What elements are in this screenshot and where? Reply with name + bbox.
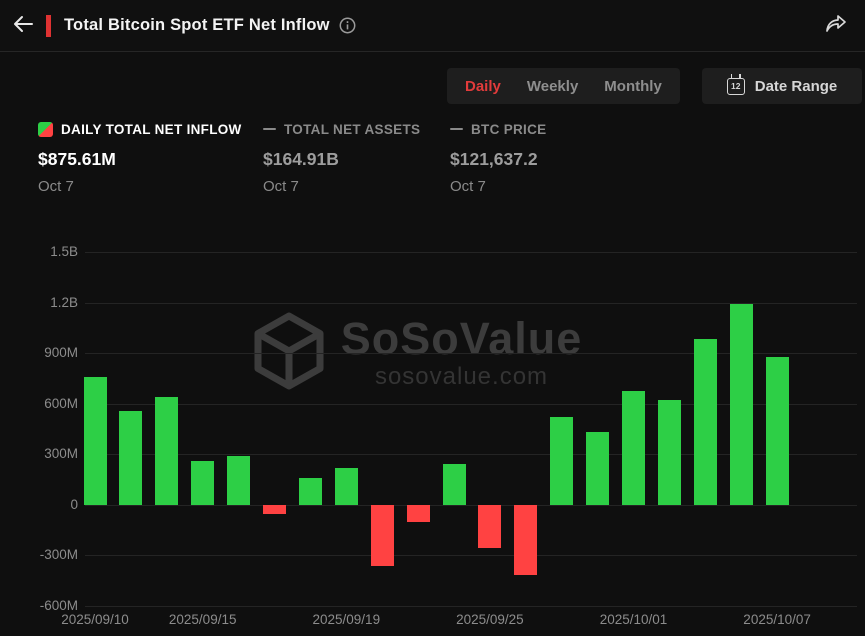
bar[interactable] <box>227 455 251 505</box>
controls-row: Daily Weekly Monthly 12 Date Range <box>0 68 865 104</box>
x-axis-label: 2025/10/07 <box>743 612 811 627</box>
legend-item-btc-price[interactable]: BTC PRICE $121,637.2 Oct 7 <box>450 121 546 195</box>
y-axis-label: 1.5B <box>50 244 78 259</box>
page-title: Total Bitcoin Spot ETF Net Inflow <box>64 16 330 34</box>
back-button[interactable] <box>0 0 46 52</box>
bar[interactable] <box>514 504 538 575</box>
x-axis-label: 2025/10/01 <box>599 612 668 627</box>
legend-label: BTC PRICE <box>471 121 547 137</box>
y-axis-label: -600M <box>39 598 78 613</box>
x-axis-label: 2025/09/19 <box>312 612 381 627</box>
bar[interactable] <box>191 461 215 505</box>
legend-value: $121,637.2 <box>450 149 538 169</box>
net-inflow-swatch-icon <box>38 121 53 137</box>
tab-monthly[interactable]: Monthly <box>591 68 675 104</box>
bar[interactable] <box>370 504 394 567</box>
legend-date: Oct 7 <box>263 178 299 195</box>
y-axis-label: 1.2B <box>50 294 78 310</box>
bar[interactable] <box>298 477 322 505</box>
y-axis-label: 300M <box>44 446 78 462</box>
legend-value: $875.61M <box>38 149 116 169</box>
title-accent-bar <box>46 14 51 37</box>
legend-label: DAILY TOTAL NET INFLOW <box>61 121 242 137</box>
bar[interactable] <box>119 411 143 505</box>
y-axis-label: 0 <box>70 496 78 512</box>
bar[interactable] <box>478 504 502 548</box>
bar[interactable] <box>729 304 753 505</box>
header: Total Bitcoin Spot ETF Net Inflow <box>0 0 865 52</box>
bar[interactable] <box>442 464 466 505</box>
calendar-day-text: 12 <box>731 80 741 91</box>
bar[interactable] <box>550 416 574 505</box>
bar[interactable] <box>622 390 645 505</box>
gridline <box>85 252 857 253</box>
bar[interactable] <box>334 467 358 505</box>
gridline <box>85 302 857 304</box>
bar[interactable] <box>406 504 430 522</box>
tab-daily[interactable]: Daily <box>452 68 514 104</box>
dash-icon <box>263 127 276 131</box>
legend-value: $164.91B <box>263 149 339 169</box>
bar[interactable] <box>693 338 717 505</box>
y-axis-label: 900M <box>44 345 78 361</box>
x-axis-label: 2025/09/15 <box>168 612 237 627</box>
gridline <box>85 403 857 405</box>
gridline <box>85 353 857 355</box>
bar[interactable] <box>765 357 789 505</box>
back-arrow-icon <box>13 15 33 36</box>
x-axis-label: 2025/09/25 <box>456 612 524 627</box>
legend-date: Oct 7 <box>38 178 74 195</box>
y-axis-label: 600M <box>44 395 78 411</box>
dash-icon <box>450 127 463 131</box>
date-range-label: Date Range <box>754 77 838 95</box>
x-axis-label: 2025/09/10 <box>61 612 129 627</box>
date-range-button[interactable]: 12 Date Range <box>702 68 862 104</box>
share-button[interactable] <box>819 13 853 38</box>
gridline <box>85 504 857 506</box>
bar[interactable] <box>155 397 179 505</box>
gridline <box>85 606 857 607</box>
gridline <box>85 555 857 557</box>
bar[interactable] <box>83 376 107 505</box>
share-icon <box>825 14 847 37</box>
period-tab-group: Daily Weekly Monthly <box>447 68 680 104</box>
bar[interactable] <box>586 432 610 505</box>
legend-item-daily-net-inflow[interactable]: DAILY TOTAL NET INFLOW $875.61M Oct 7 <box>38 121 242 195</box>
legend-item-total-net-assets[interactable]: TOTAL NET ASSETS $164.91B Oct 7 <box>263 121 420 195</box>
bar[interactable] <box>657 399 681 505</box>
calendar-icon: 12 <box>726 73 745 95</box>
bar[interactable] <box>263 504 286 515</box>
legend-date: Oct 7 <box>450 178 486 195</box>
tab-weekly[interactable]: Weekly <box>514 68 591 104</box>
y-axis-label: -300M <box>39 547 78 563</box>
gridline <box>85 454 857 456</box>
legend-label: TOTAL NET ASSETS <box>284 121 421 137</box>
info-icon[interactable] <box>339 17 356 34</box>
